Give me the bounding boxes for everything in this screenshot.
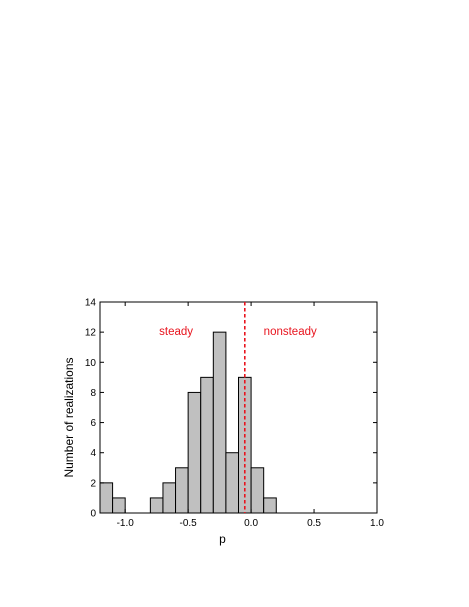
bars-layer: [99, 331, 277, 514]
x-axis-label: p: [219, 532, 226, 546]
histogram-bar-1: [112, 497, 126, 514]
histogram-bar-7: [187, 391, 202, 514]
x-tick-label: -1.0: [117, 518, 135, 529]
y-tick-label: 14: [85, 298, 97, 309]
histogram-bar-8: [200, 376, 214, 514]
x-tick-label: -0.5: [180, 518, 198, 529]
histogram-bar-12: [250, 467, 265, 514]
y-tick-label: 8: [90, 388, 96, 399]
y-tick-label: 10: [85, 358, 97, 369]
annotations-layer: steady nonsteady: [159, 326, 317, 338]
annotation-nonsteady: nonsteady: [264, 326, 317, 338]
x-tick-label: 1.0: [370, 518, 384, 529]
x-tick-label: 0.0: [244, 518, 258, 529]
histogram-bar-13: [263, 497, 277, 514]
histogram-bar-11: [238, 376, 252, 514]
histogram-bar-10: [225, 452, 239, 514]
histogram-bar-5: [162, 482, 177, 514]
ticks-layer: -1.0 -0.5 0.0 0.5 1.0 0 2 4 6 8 10 12 14: [85, 298, 385, 530]
plot-frame: [99, 301, 378, 514]
histogram-bar-0: [99, 482, 114, 514]
y-axis-label: Number of realizations: [62, 357, 76, 477]
histogram-bar-4: [149, 497, 164, 514]
histogram-bar-6: [175, 467, 189, 514]
histogram-bar-9: [212, 331, 227, 514]
y-tick-label: 6: [90, 418, 96, 429]
y-tick-label: 0: [90, 509, 96, 520]
annotation-steady: steady: [159, 326, 193, 338]
y-tick-label: 2: [90, 478, 96, 489]
y-tick-label: 12: [85, 328, 97, 339]
y-tick-label: 4: [90, 448, 96, 459]
x-tick-label: 0.5: [307, 518, 321, 529]
